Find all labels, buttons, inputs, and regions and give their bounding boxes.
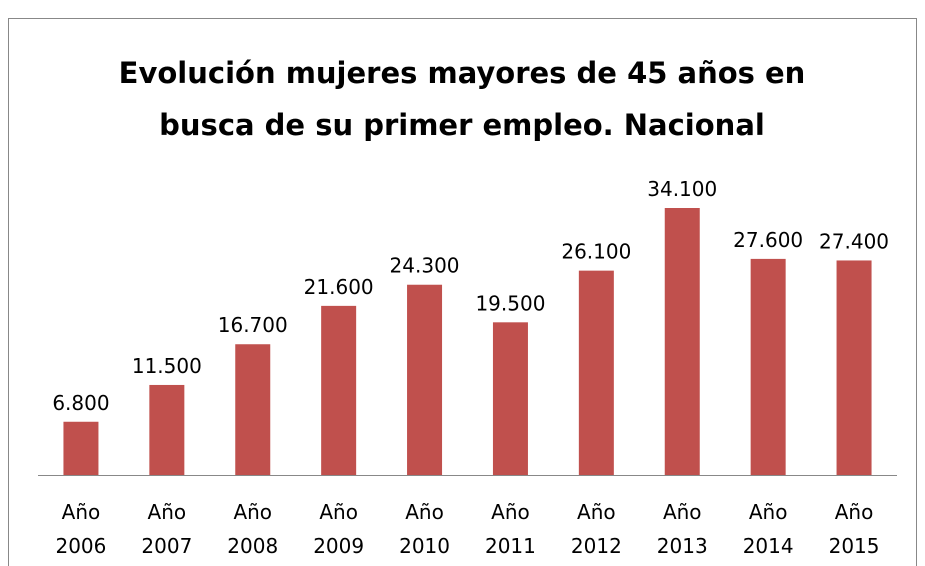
data-label: 21.600 — [304, 275, 374, 299]
x-tick-label: Año 2009 — [313, 500, 364, 558]
bar — [836, 260, 872, 475]
bar — [235, 344, 271, 475]
x-tick-label: Año 2011 — [485, 500, 536, 558]
chart-title: busca de su primer empleo. Nacional — [159, 108, 765, 142]
x-tick-label: Año 2007 — [141, 500, 192, 558]
data-label: 27.400 — [819, 229, 889, 253]
bar — [407, 284, 443, 475]
x-tick-label: Año 2013 — [657, 500, 708, 558]
x-tick-label: Año 2010 — [399, 500, 450, 558]
data-label: 19.500 — [475, 291, 545, 315]
bar — [63, 421, 99, 475]
bar — [664, 208, 700, 475]
data-label: 24.300 — [390, 254, 460, 278]
data-label: 27.600 — [733, 228, 803, 252]
x-tick-label: Año 2015 — [829, 500, 880, 558]
bar — [149, 384, 185, 475]
data-label: 16.700 — [218, 313, 288, 337]
data-label: 11.500 — [132, 354, 202, 378]
bar — [321, 305, 357, 475]
x-tick-label: Año 2008 — [227, 500, 278, 558]
chart-title: Evolución mujeres mayores de 45 años en — [119, 56, 806, 90]
x-tick-label: Año 2012 — [571, 500, 622, 558]
x-tick-label: Año 2014 — [743, 500, 794, 558]
data-label: 26.100 — [561, 240, 631, 264]
data-label: 6.800 — [52, 391, 109, 415]
x-tick-label: Año 2006 — [55, 500, 106, 558]
bar — [578, 270, 614, 475]
bar — [492, 322, 528, 475]
data-label: 34.100 — [647, 177, 717, 201]
bar — [750, 258, 786, 475]
